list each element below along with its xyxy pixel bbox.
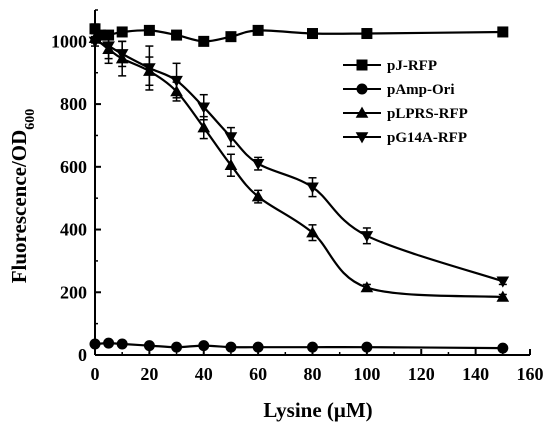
y-tick-label: 800 (60, 94, 87, 114)
data-point (251, 158, 265, 171)
x-tick-label: 0 (91, 364, 100, 384)
data-point (360, 281, 374, 293)
data-point (171, 29, 183, 41)
data-point (115, 49, 129, 61)
series-line (94, 341, 503, 350)
data-point (197, 102, 211, 114)
legend-marker (356, 59, 368, 71)
y-tick-label: 200 (60, 282, 87, 302)
legend-label: pJ-RFP (387, 58, 437, 74)
data-point (103, 337, 115, 349)
data-point (116, 26, 128, 38)
data-point (198, 340, 210, 352)
data-point (252, 341, 264, 353)
data-point (307, 28, 318, 40)
x-tick-label: 80 (304, 364, 322, 384)
data-point (225, 341, 237, 353)
data-point (224, 158, 238, 170)
axes: 0 20 40 60 80 100 120 140 160 0 200 400 600 800 1000 (51, 9, 544, 384)
plot-area (88, 23, 510, 354)
data-point (224, 132, 238, 144)
legend: pJ-RFP pAmp-Ori pLPRS-RFP pG14A-RFP (343, 58, 468, 146)
data-point (306, 226, 319, 238)
data-point (361, 341, 373, 353)
data-point (497, 342, 509, 354)
x-tick-label: 40 (195, 364, 213, 384)
legend-marker (355, 132, 369, 144)
data-point (361, 28, 373, 40)
y-tick-label: 600 (60, 157, 87, 177)
x-tick-label: 20 (140, 364, 158, 384)
series-pamp-ori (89, 337, 509, 354)
data-point (198, 35, 210, 47)
legend-item: pAmp-Ori (343, 82, 455, 98)
legend-item: pLPRS-RFP (343, 106, 468, 122)
y-tick-label: 400 (60, 220, 87, 240)
legend-marker (355, 106, 369, 118)
data-point (252, 24, 264, 36)
x-tick-label: 100 (353, 364, 380, 384)
series-line (94, 28, 503, 43)
data-point (94, 29, 106, 41)
series-pg14a-rfp (88, 32, 510, 288)
data-point (306, 182, 319, 194)
data-point (197, 121, 211, 133)
series-line (94, 37, 503, 299)
data-point (251, 190, 265, 202)
data-point (496, 290, 510, 302)
data-point (171, 341, 183, 353)
y-axis-title: Fluorescence/OD600 (7, 109, 38, 284)
legend-label: pAmp-Ori (387, 82, 455, 98)
data-point (143, 340, 155, 352)
data-point (360, 231, 374, 243)
data-point (143, 24, 155, 36)
legend-label: pLPRS-RFP (387, 106, 468, 122)
x-tick-label: 140 (462, 364, 489, 384)
data-point (116, 338, 128, 350)
data-point (102, 41, 115, 53)
y-tick-label: 0 (78, 345, 87, 365)
legend-marker (356, 83, 368, 95)
series-line (94, 40, 504, 283)
legend-item: pG14A-RFP (343, 130, 467, 146)
legend-label: pG14A-RFP (387, 130, 467, 146)
data-point (170, 75, 183, 87)
y-tick-label: 1000 (51, 31, 87, 51)
x-tick-label: 120 (408, 364, 435, 384)
x-tick-label: 60 (249, 364, 267, 384)
series-pj-rfp (89, 23, 509, 47)
data-point (143, 63, 156, 75)
legend-item: pJ-RFP (343, 58, 437, 74)
x-axis-title: Lysine (μM) (263, 398, 372, 422)
data-point (497, 26, 509, 38)
data-point (307, 341, 318, 353)
series-plprs-rfp (88, 31, 510, 302)
data-point (496, 276, 510, 288)
data-point (225, 31, 237, 43)
x-tick-label: 160 (517, 364, 544, 384)
